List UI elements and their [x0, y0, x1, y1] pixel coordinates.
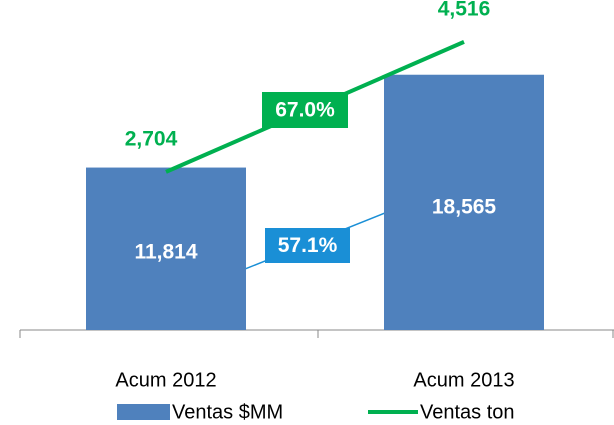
legend-label: Ventas ton: [420, 401, 515, 423]
annotation: 57.1%: [278, 234, 338, 257]
line-value-label: 4,516: [438, 0, 491, 20]
x-tick-label: Acum 2013: [413, 369, 514, 391]
bar-value-label: 18,565: [432, 196, 497, 219]
bar: [86, 167, 246, 330]
annotation: 67.0%: [275, 99, 335, 122]
line-value-label: 2,704: [125, 127, 178, 150]
bar: [384, 74, 544, 330]
legend-swatch: [117, 404, 170, 420]
x-tick-label: Acum 2012: [115, 369, 216, 391]
annotation-box: [262, 92, 348, 128]
legend-label: Ventas $MM: [172, 401, 283, 423]
annotation-box: [265, 228, 350, 263]
bar-value-label: 11,814: [134, 241, 197, 264]
